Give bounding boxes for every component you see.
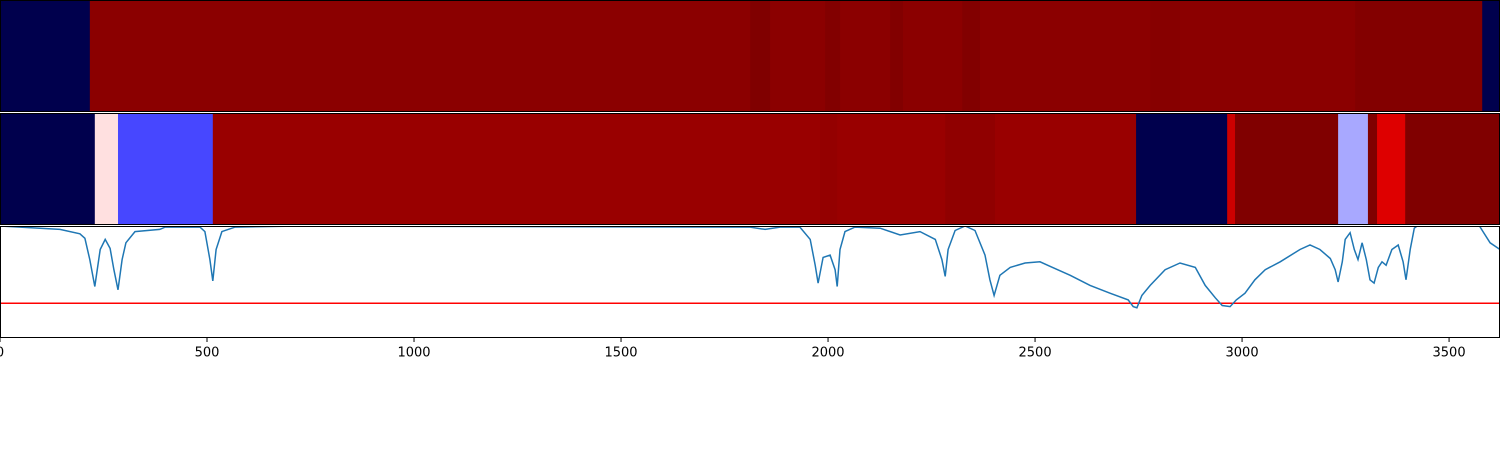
heatmap-cell <box>750 0 771 112</box>
x-tick-label: 1500 <box>604 346 637 361</box>
heatmap-cell <box>902 0 963 112</box>
heatmap-cell <box>1482 0 1500 112</box>
x-tick-label: 3000 <box>1226 346 1259 361</box>
x-tick-label: 1000 <box>397 346 430 361</box>
heatmap-cell <box>1405 113 1500 225</box>
heatmap-cell <box>1235 113 1339 225</box>
heatmap-cell <box>890 0 904 112</box>
heatmap-cell <box>89 0 751 112</box>
heatmap-cell <box>770 0 826 112</box>
heatmap-cell <box>979 0 1151 112</box>
series-line <box>0 226 1500 309</box>
heatmap-cell <box>0 0 91 112</box>
heatmap-cell <box>962 0 981 112</box>
x-tick-label: 3500 <box>1433 346 1466 361</box>
heatmap-cell <box>117 113 214 225</box>
heatmap-cell <box>94 113 119 225</box>
x-tick-label: 2500 <box>1019 346 1052 361</box>
heatmap-cell <box>945 113 996 225</box>
heatmap-cell <box>0 113 96 225</box>
heatmap-cell <box>1355 0 1483 112</box>
heatmap-cell <box>1150 0 1181 112</box>
heatmap-cell <box>825 0 841 112</box>
heatmap-cell <box>1179 0 1356 112</box>
x-tick-label: 500 <box>195 346 220 361</box>
x-tick-label: 0 <box>0 346 4 361</box>
heatmap-cell <box>837 113 946 225</box>
heatmap-cell <box>994 113 1137 225</box>
heatmap-cell <box>1227 113 1236 225</box>
heatmap-cell <box>1338 113 1369 225</box>
plot-area <box>0 226 1500 309</box>
x-tick-label: 2000 <box>811 346 844 361</box>
heatmap-cell <box>820 113 838 225</box>
heatmap-cell <box>1367 113 1378 225</box>
heatmap-cell <box>1377 113 1406 225</box>
heatmap-cell <box>212 113 821 225</box>
heatmap-cell <box>840 0 891 112</box>
heatmap-cell <box>1136 113 1228 225</box>
